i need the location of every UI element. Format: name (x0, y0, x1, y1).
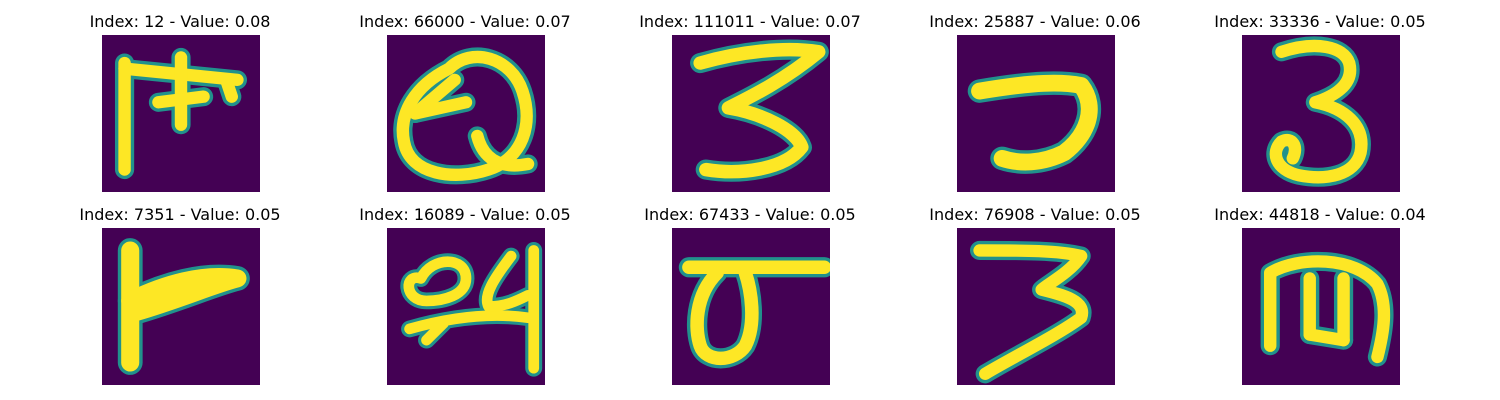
loop-four-stroke-icon (387, 228, 545, 385)
grid-panel: Index: 16089 - Value: 0.05 (315, 193, 615, 393)
grid-panel: Index: 12 - Value: 0.08 (30, 0, 330, 200)
panel-title: Index: 44818 - Value: 0.04 (1214, 205, 1426, 224)
glyph-image (102, 35, 260, 192)
grid-panel: Index: 44818 - Value: 0.04 (1170, 193, 1470, 393)
glyph-image (1242, 35, 1400, 192)
glyph-image (1242, 228, 1400, 385)
l-flag-stroke-icon (102, 228, 260, 385)
seven-stroke-icon (957, 35, 1115, 192)
three-stroke-icon (672, 35, 830, 192)
panel-title: Index: 33336 - Value: 0.05 (1214, 12, 1426, 31)
grid-panel: Index: 7351 - Value: 0.05 (30, 193, 330, 393)
panel-title: Index: 67433 - Value: 0.05 (644, 205, 856, 224)
grid-panel: Index: 25887 - Value: 0.06 (885, 0, 1185, 200)
glyph-image (957, 35, 1115, 192)
panel-title: Index: 76908 - Value: 0.05 (929, 205, 1141, 224)
three-stroke-icon (957, 228, 1115, 385)
grid-panel: Index: 76908 - Value: 0.05 (885, 193, 1185, 393)
grid-panel: Index: 67433 - Value: 0.05 (600, 193, 900, 393)
glyph-image (957, 228, 1115, 385)
glyph-image (672, 35, 830, 192)
panel-title: Index: 16089 - Value: 0.05 (359, 205, 571, 224)
panel-title: Index: 12 - Value: 0.08 (89, 12, 271, 31)
grid-panel: Index: 111011 - Value: 0.07 (600, 0, 900, 200)
panel-title: Index: 66000 - Value: 0.07 (359, 12, 571, 31)
panel-title: Index: 7351 - Value: 0.05 (79, 205, 281, 224)
q-loop-stroke-icon (387, 35, 545, 192)
glyph-image (387, 228, 545, 385)
sigma-stroke-icon (672, 228, 830, 385)
glyph-image (387, 35, 545, 192)
grid-panel: Index: 66000 - Value: 0.07 (315, 0, 615, 200)
glyph-image (102, 228, 260, 385)
m-stroke-icon (1242, 228, 1400, 385)
glyph-image (672, 228, 830, 385)
panel-title: Index: 25887 - Value: 0.06 (929, 12, 1141, 31)
three-stroke-icon (1242, 35, 1400, 192)
pitchfork-stroke-icon (102, 35, 260, 192)
grid-panel: Index: 33336 - Value: 0.05 (1170, 0, 1470, 200)
panel-title: Index: 111011 - Value: 0.07 (639, 12, 861, 31)
